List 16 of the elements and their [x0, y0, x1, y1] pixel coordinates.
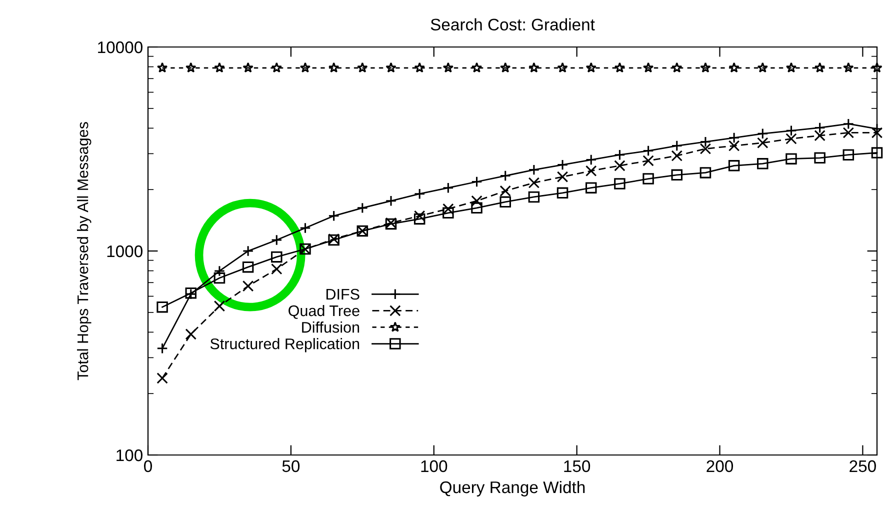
x-axis-title: Query Range Width — [440, 480, 585, 496]
x-tick-label: 150 — [564, 460, 590, 472]
y-tick-label: 100 — [116, 449, 142, 462]
legend-label: Diffusion — [302, 322, 360, 333]
x-tick-label: 200 — [706, 460, 734, 472]
x-tick-label: 250 — [850, 460, 876, 472]
x-tick-label: 50 — [282, 460, 300, 472]
legend-label: DIFS — [326, 288, 360, 300]
x-tick-label: 0 — [144, 460, 152, 472]
y-axis-title: Total Hops Traversed by All Messages — [77, 122, 92, 380]
legend-label: Quad Tree — [288, 304, 360, 319]
legend-label: Structured Replication — [210, 338, 360, 352]
chart-title: Search Cost: Gradient — [430, 18, 595, 30]
y-tick-label: 10000 — [98, 41, 142, 54]
y-tick-label: 1000 — [107, 245, 142, 258]
x-tick-label: 100 — [421, 460, 448, 472]
